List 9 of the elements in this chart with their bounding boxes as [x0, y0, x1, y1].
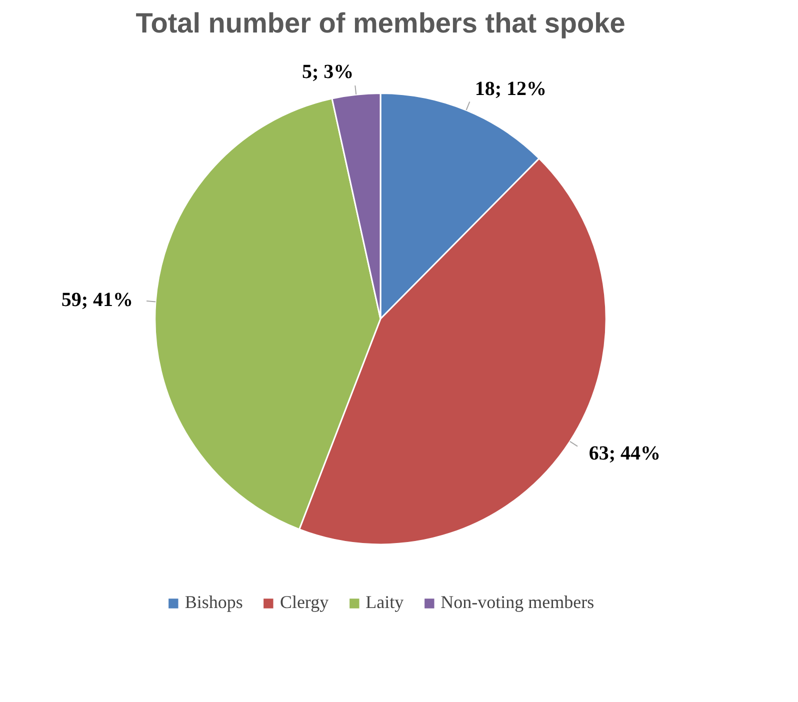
data-label: 63; 44%: [588, 442, 661, 465]
chart-title: Total number of members that spoke: [136, 8, 626, 38]
data-label: 59; 41%: [61, 289, 134, 312]
data-label: 18; 12%: [474, 78, 547, 100]
legend-label: Laity: [366, 592, 404, 613]
legend-label: Bishops: [184, 592, 243, 613]
legend-label: Non-voting members: [440, 592, 594, 613]
legend-label: Clergy: [280, 592, 329, 613]
data-label: 5; 3%: [302, 61, 354, 84]
